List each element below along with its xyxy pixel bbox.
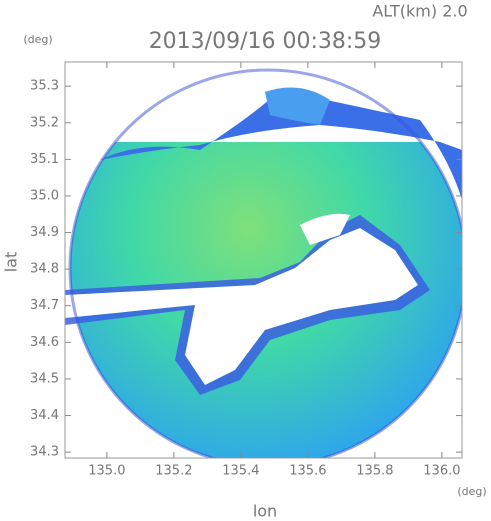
y-unit: (deg) <box>23 33 52 46</box>
y-tick-label: 35.3 <box>30 79 59 94</box>
radar-coverage <box>70 70 462 458</box>
y-tick-label: 34.4 <box>30 408 59 423</box>
y-tick-label: 34.3 <box>30 445 59 460</box>
x-tick-label: 135.2 <box>155 464 192 479</box>
y-tick-label: 34.6 <box>30 335 59 350</box>
x-tick-label: 135.4 <box>222 464 259 479</box>
y-tick-label: 34.5 <box>30 371 59 386</box>
y-tick-label: 35.1 <box>30 152 59 167</box>
echo-band <box>265 87 330 125</box>
x-unit: (deg) <box>457 485 486 498</box>
plot-frame <box>64 61 463 459</box>
no-echo <box>65 228 418 385</box>
y-tick-label: 35.2 <box>30 115 59 130</box>
x-tick-label: 136.0 <box>423 464 460 479</box>
chart-title: 2013/09/16 00:38:59 <box>149 29 382 54</box>
y-tick-label: 35.0 <box>30 188 59 203</box>
radar-field <box>65 62 462 458</box>
y-tick-label: 34.9 <box>30 225 59 240</box>
x-tick-label: 135.8 <box>356 464 393 479</box>
x-tick-label: 135.0 <box>88 464 125 479</box>
y-axis-label: lat <box>2 252 21 273</box>
y-tick-label: 34.8 <box>30 262 59 277</box>
altitude-label: ALT(km) 2.0 <box>372 2 467 21</box>
x-tick-label: 135.6 <box>289 464 326 479</box>
no-echo <box>300 213 350 245</box>
x-axis-label: lon <box>253 502 277 521</box>
y-tick-label: 34.7 <box>30 298 59 313</box>
echo-band <box>100 90 462 200</box>
